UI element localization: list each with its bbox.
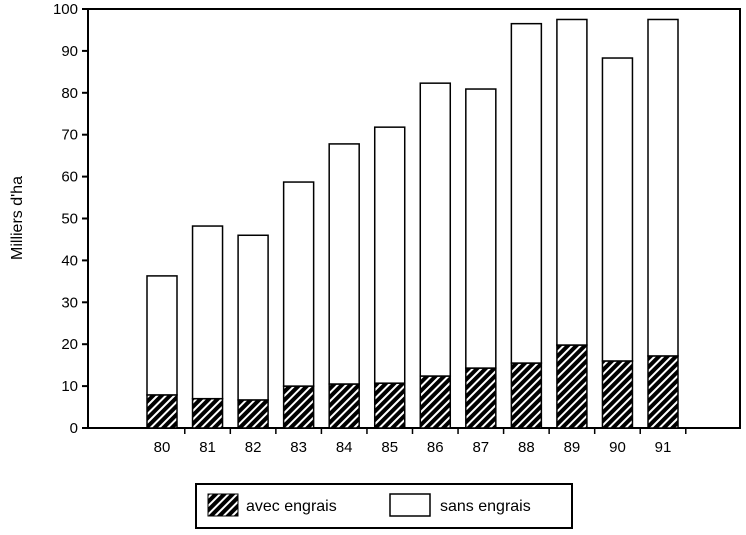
- y-tick-label: 60: [61, 169, 78, 186]
- bar-segment-sans-engrais: [146, 275, 178, 396]
- y-tick-label: 40: [61, 252, 78, 269]
- y-tick-label: 50: [61, 211, 78, 228]
- bar-segment-avec-engrais: [465, 367, 497, 429]
- legend-swatch-sans: [389, 493, 431, 517]
- x-axis: 80 81 82 83 84 85 86 87 88 89 90 91: [154, 428, 687, 456]
- bar-segment-sans-engrais: [510, 22, 543, 364]
- bar-segment-avec-engrais: [556, 344, 588, 429]
- y-tick-label: 30: [61, 294, 78, 311]
- y-tick-label: 90: [61, 43, 78, 60]
- x-tick-label: 81: [199, 439, 216, 456]
- legend-label-sans: sans engrais: [440, 498, 531, 515]
- x-tick-label: 86: [427, 439, 444, 456]
- bar-segment-avec-engrais: [510, 362, 543, 429]
- y-axis-label: Milliers d'ha: [9, 176, 26, 260]
- bar-segment-sans-engrais: [328, 143, 360, 385]
- y-tick-label: 0: [70, 420, 78, 437]
- bar-segment-avec-engrais: [282, 385, 315, 429]
- bar-segment-avec-engrais: [146, 394, 178, 429]
- y-tick-label: 20: [61, 336, 78, 353]
- legend-label-avec: avec engrais: [246, 498, 337, 515]
- y-tick-label: 70: [61, 127, 78, 144]
- bar-segment-avec-engrais: [373, 382, 406, 429]
- bar-segment-sans-engrais: [282, 181, 315, 387]
- bar-segment-avec-engrais: [601, 360, 634, 429]
- bar-segment-avec-engrais: [237, 399, 269, 429]
- y-tick-label: 10: [61, 378, 78, 395]
- y-tick-label: 80: [61, 85, 78, 102]
- x-tick-label: 85: [381, 439, 398, 456]
- bar-segment-sans-engrais: [647, 18, 679, 357]
- bar-segment-sans-engrais: [601, 57, 634, 362]
- legend: avec engrais sans engrais: [195, 483, 573, 529]
- bar-segment-avec-engrais: [191, 397, 224, 429]
- x-tick-label: 89: [564, 439, 581, 456]
- x-tick-label: 90: [609, 439, 626, 456]
- x-tick-label: 83: [290, 439, 307, 456]
- bar-segment-avec-engrais: [419, 375, 452, 429]
- bar-segment-avec-engrais: [647, 355, 679, 429]
- x-tick-label: 80: [154, 439, 171, 456]
- bar-segment-sans-engrais: [373, 126, 406, 384]
- legend-swatch-avec: [207, 493, 239, 517]
- bar-segment-avec-engrais: [328, 383, 360, 429]
- y-axis: 0 10 20 30 40 50 60 70 80 90 100: [53, 1, 88, 437]
- bar-segment-sans-engrais: [556, 18, 588, 346]
- plot-frame: [87, 8, 741, 429]
- legend-box: [195, 483, 573, 529]
- x-tick-label: 84: [336, 439, 353, 456]
- x-tick-label: 91: [655, 439, 672, 456]
- x-tick-label: 87: [472, 439, 489, 456]
- bar-segment-sans-engrais: [465, 88, 497, 369]
- x-tick-label: 82: [245, 439, 262, 456]
- bar-segment-sans-engrais: [191, 225, 224, 400]
- bars: [146, 18, 679, 429]
- bar-segment-sans-engrais: [237, 234, 269, 401]
- x-tick-label: 88: [518, 439, 535, 456]
- y-tick-label: 100: [53, 1, 78, 18]
- bar-segment-sans-engrais: [419, 82, 452, 377]
